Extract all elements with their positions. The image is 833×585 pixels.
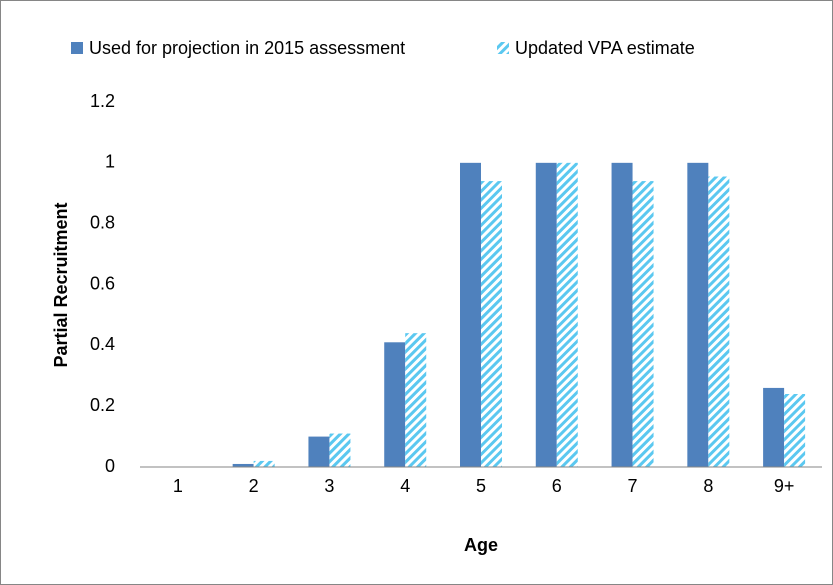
x-tick-label: 7 — [628, 476, 638, 496]
bar — [329, 433, 351, 467]
bar — [253, 460, 275, 467]
y-tick-label: 0 — [105, 456, 115, 476]
y-tick-label: 0.2 — [90, 395, 115, 415]
bar — [308, 436, 330, 467]
x-tick-label: 5 — [476, 476, 486, 496]
bar — [460, 162, 481, 468]
y-tick-label: 0.4 — [90, 334, 115, 354]
legend-swatch — [497, 42, 509, 54]
bar — [405, 333, 427, 467]
bar — [481, 181, 502, 468]
x-tick-label: 8 — [703, 476, 713, 496]
y-tick-label: 0.8 — [90, 212, 115, 232]
legend-label: Used for projection in 2015 assessment — [89, 38, 405, 58]
legend-label: Updated VPA estimate — [515, 38, 695, 58]
x-tick-label: 9+ — [774, 476, 795, 496]
x-tick-label: 3 — [324, 476, 334, 496]
bar — [687, 162, 709, 468]
y-tick-label: 1.2 — [90, 91, 115, 111]
x-tick-label: 6 — [552, 476, 562, 496]
x-tick-label: 4 — [400, 476, 410, 496]
bar — [632, 181, 654, 468]
bar — [232, 463, 254, 467]
y-tick-label: 0.6 — [90, 273, 115, 293]
bar — [611, 162, 633, 468]
bar — [535, 162, 557, 468]
x-axis-title: Age — [464, 535, 498, 555]
x-tick-label: 1 — [173, 476, 183, 496]
y-axis-title: Partial Recruitment — [51, 202, 71, 367]
bar — [384, 342, 406, 467]
y-tick-label: 1 — [105, 152, 115, 172]
bar — [784, 394, 806, 467]
x-tick-label: 2 — [249, 476, 259, 496]
bar — [763, 387, 785, 467]
legend-swatch — [71, 42, 83, 54]
bar — [556, 162, 578, 468]
bar — [708, 176, 730, 468]
